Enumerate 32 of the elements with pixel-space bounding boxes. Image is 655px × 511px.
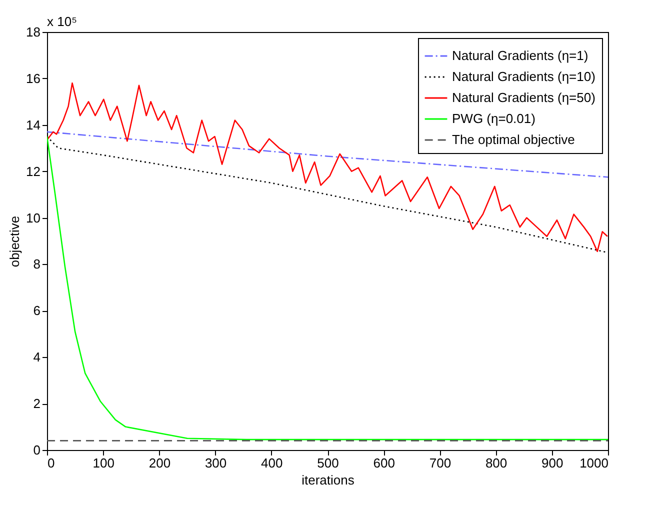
x-tick-label: 100 [92,456,114,470]
x-tick-label: 400 [261,456,283,470]
x-tick-label: 200 [148,456,171,470]
line-series [47,136,608,440]
legend-label: Natural Gradients (η=10) [452,69,596,84]
legend-label: PWG (η=0.01) [452,111,536,126]
line-series [47,82,608,252]
y-tick-label: 6 [33,303,40,318]
y-tick-label: 12 [26,164,40,179]
legend-label: The optimal objective [452,132,575,147]
x-axis-title: iterations [302,472,355,488]
y-tick-label: 14 [26,117,40,132]
y-tick-label: 4 [33,350,40,365]
x-tick-label: 700 [429,456,452,470]
y-tick-label: 10 [26,210,40,226]
text: x 10⁵ [47,14,77,29]
y-tick-label: 16 [26,70,40,86]
legend-label: Natural Gradients (η=50) [452,90,596,105]
x-tick-label: 500 [317,456,339,470]
line-series [47,136,608,254]
legend-label: Natural Gradients (η=1) [452,48,588,63]
x-tick-label: 300 [204,456,227,470]
x-tick-label: 800 [485,456,508,470]
y-tick-label: 0 [33,442,40,458]
y-tick-label: 18 [26,24,40,40]
x-tick-label: 1000 [580,456,608,470]
x-tick-label: 900 [542,456,564,470]
y-axis-title: objective [7,216,22,268]
x-tick-label: 0 [48,456,55,470]
y-tick-label: 8 [33,256,40,272]
y-tick-label: 2 [33,396,40,412]
x-tick-label: 600 [373,456,395,470]
